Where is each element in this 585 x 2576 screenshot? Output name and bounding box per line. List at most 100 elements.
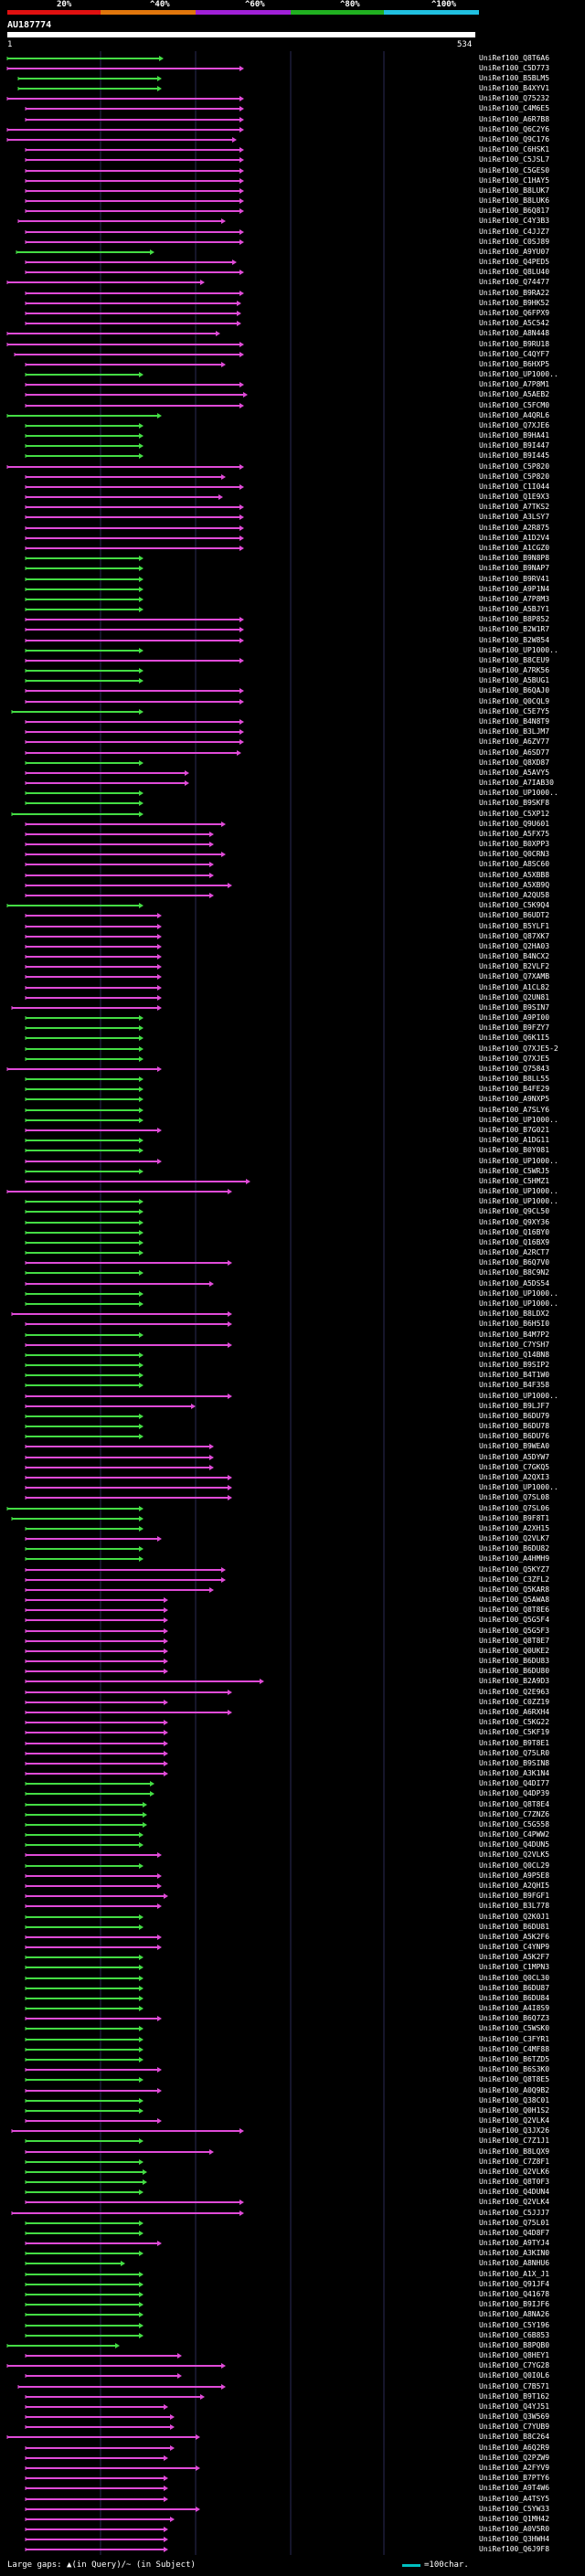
hit-label[interactable]: UniRef100_B6Q7Z3 [479, 2014, 550, 2022]
hit-bar[interactable] [25, 372, 144, 377]
hit-label[interactable]: UniRef100_A6RXH4 [479, 1708, 550, 1716]
hit-label[interactable]: UniRef100_Q0H1S2 [479, 2106, 550, 2115]
hit-label[interactable]: UniRef100_Q4DI77 [479, 1779, 550, 1787]
hit-label[interactable]: UniRef100_A1D2V4 [479, 534, 550, 542]
hit-label[interactable]: UniRef100_A2RCT7 [479, 1248, 550, 1256]
hit-bar[interactable] [6, 1189, 232, 1194]
hit-label[interactable]: UniRef100_Q5AWA8 [479, 1595, 550, 1604]
hit-label[interactable]: UniRef100_Q8T8E6 [479, 1606, 550, 1614]
hit-label[interactable]: UniRef100_B6DU80 [479, 1667, 550, 1675]
hit-label[interactable]: UniRef100_Q75L01 [479, 2219, 550, 2227]
hit-label[interactable]: UniRef100_B9RU18 [479, 340, 550, 348]
hit-bar[interactable] [25, 2302, 144, 2307]
hit-bar[interactable] [25, 739, 244, 745]
hit-bar[interactable] [25, 719, 244, 725]
hit-label[interactable]: UniRef100_Q7XJE6 [479, 421, 550, 429]
hit-label[interactable]: UniRef100_B2W1R7 [479, 625, 550, 633]
hit-label[interactable]: UniRef100_A5BUG1 [479, 676, 550, 684]
hit-bar[interactable] [25, 944, 162, 949]
hit-bar[interactable] [11, 1516, 144, 1521]
hit-label[interactable]: UniRef100_C7Z1J1 [479, 2136, 550, 2145]
hit-bar[interactable] [25, 1536, 162, 1542]
hit-label[interactable]: UniRef100_B3LJM7 [479, 727, 550, 736]
hit-label[interactable]: UniRef100_Q4D8F7 [479, 2229, 550, 2237]
hit-label[interactable]: UniRef100_B4XYV1 [479, 84, 550, 92]
hit-bar[interactable] [25, 260, 237, 265]
hit-label[interactable]: UniRef100_Q3HWH4 [479, 2535, 550, 2543]
hit-label[interactable]: UniRef100_B6Q817 [479, 207, 550, 215]
hit-bar[interactable] [25, 2282, 144, 2287]
hit-label[interactable]: UniRef100_A6ZV77 [479, 737, 550, 746]
hit-label[interactable]: UniRef100_A5C542 [479, 319, 550, 327]
hit-bar[interactable] [25, 1832, 144, 1838]
hit-label[interactable]: UniRef100_C5WRJ5 [479, 1167, 550, 1175]
hit-label[interactable]: UniRef100_B2VLF2 [479, 962, 550, 970]
hit-label[interactable]: UniRef100_Q0I0L6 [479, 2371, 550, 2380]
hit-label[interactable]: UniRef100_B6TZD5 [479, 2055, 550, 2063]
hit-label[interactable]: UniRef100_A2FYV9 [479, 2464, 550, 2472]
hit-label[interactable]: UniRef100_Q2HA03 [479, 942, 550, 950]
hit-label[interactable]: UniRef100_B6DU76 [479, 1432, 550, 1440]
hit-bar[interactable] [25, 2026, 144, 2031]
hit-label[interactable]: UniRef100_Q6J9F8 [479, 2545, 550, 2553]
hit-bar[interactable] [25, 2496, 168, 2502]
hit-bar[interactable] [25, 893, 214, 898]
hit-label[interactable]: UniRef100_C5JJJ7 [479, 2209, 550, 2217]
hit-bar[interactable] [25, 1025, 144, 1031]
hit-label[interactable]: UniRef100_Q0CL30 [479, 1974, 550, 1982]
hit-bar[interactable] [25, 2353, 182, 2359]
hit-bar[interactable] [25, 311, 241, 316]
hit-label[interactable]: UniRef100_B8PQB0 [479, 2341, 550, 2349]
hit-label[interactable]: UniRef100_Q8HEY1 [479, 2351, 550, 2359]
hit-label[interactable]: UniRef100_UP1000.. [479, 1299, 558, 1308]
hit-bar[interactable] [25, 168, 244, 174]
hit-label[interactable]: UniRef100_Q5KYZ7 [479, 1565, 550, 1574]
hit-label[interactable]: UniRef100_C6HSK1 [479, 145, 550, 154]
hit-bar[interactable] [25, 1638, 168, 1644]
hit-label[interactable]: UniRef100_B9I445 [479, 451, 550, 460]
hit-label[interactable]: UniRef100_C3FYR1 [479, 2035, 550, 2043]
hit-label[interactable]: UniRef100_B5BLM5 [479, 74, 550, 82]
hit-label[interactable]: UniRef100_A9PI00 [479, 1013, 550, 1022]
hit-label[interactable]: UniRef100_B9HK52 [479, 299, 550, 307]
hit-bar[interactable] [25, 1465, 214, 1470]
hit-label[interactable]: UniRef100_A5FX75 [479, 830, 550, 838]
hit-bar[interactable] [25, 1863, 144, 1869]
hit-label[interactable]: UniRef100_UP1000.. [479, 1289, 558, 1298]
hit-bar[interactable] [6, 280, 205, 285]
hit-label[interactable]: UniRef100_B9F8T1 [479, 1514, 550, 1522]
hit-bar[interactable] [25, 1822, 147, 1828]
hit-label[interactable]: UniRef100_Q7SL06 [479, 1504, 550, 1512]
hit-label[interactable]: UniRef100_A3LSY7 [479, 513, 550, 521]
hit-label[interactable]: UniRef100_C4YNP9 [479, 1943, 550, 1951]
hit-label[interactable]: UniRef100_Q8T0F3 [479, 2178, 550, 2186]
hit-label[interactable]: UniRef100_A9NXP5 [479, 1095, 550, 1103]
hit-bar[interactable] [25, 1495, 232, 1500]
hit-label[interactable]: UniRef100_B7PTY6 [479, 2474, 550, 2482]
hit-label[interactable]: UniRef100_C5FCM0 [479, 401, 550, 409]
hit-bar[interactable] [25, 1903, 162, 1909]
hit-label[interactable]: UniRef100_Q16BY0 [479, 1228, 550, 1236]
hit-label[interactable]: UniRef100_Q5G5F3 [479, 1627, 550, 1635]
hit-bar[interactable] [25, 1148, 144, 1153]
hit-bar[interactable] [25, 1730, 168, 1735]
hit-label[interactable]: UniRef100_Q1MH42 [479, 2515, 550, 2523]
hit-bar[interactable] [25, 913, 162, 918]
hit-label[interactable]: UniRef100_A3KIN0 [479, 2249, 550, 2257]
hit-label[interactable]: UniRef100_Q0CQL9 [479, 697, 550, 705]
hit-label[interactable]: UniRef100_B6DU83 [479, 1657, 550, 1665]
hit-bar[interactable] [25, 1404, 196, 1409]
hit-label[interactable]: UniRef100_Q9CL50 [479, 1207, 550, 1215]
hit-bar[interactable] [25, 504, 244, 510]
hit-bar[interactable] [25, 1362, 144, 1368]
hit-label[interactable]: UniRef100_Q5G5F4 [479, 1616, 550, 1624]
hit-label[interactable]: UniRef100_C5G558 [479, 1820, 550, 1829]
hit-label[interactable]: UniRef100_C4QYF7 [479, 350, 550, 358]
hit-label[interactable]: UniRef100_Q8XD87 [479, 758, 550, 767]
hit-bar[interactable] [6, 66, 244, 71]
hit-label[interactable]: UniRef100_B9IJF6 [479, 2300, 550, 2308]
hit-label[interactable]: UniRef100_B0Y081 [479, 1146, 550, 1154]
hit-label[interactable]: UniRef100_A4QRL6 [479, 411, 550, 419]
hit-bar[interactable] [25, 1802, 147, 1807]
hit-bar[interactable] [25, 321, 241, 326]
